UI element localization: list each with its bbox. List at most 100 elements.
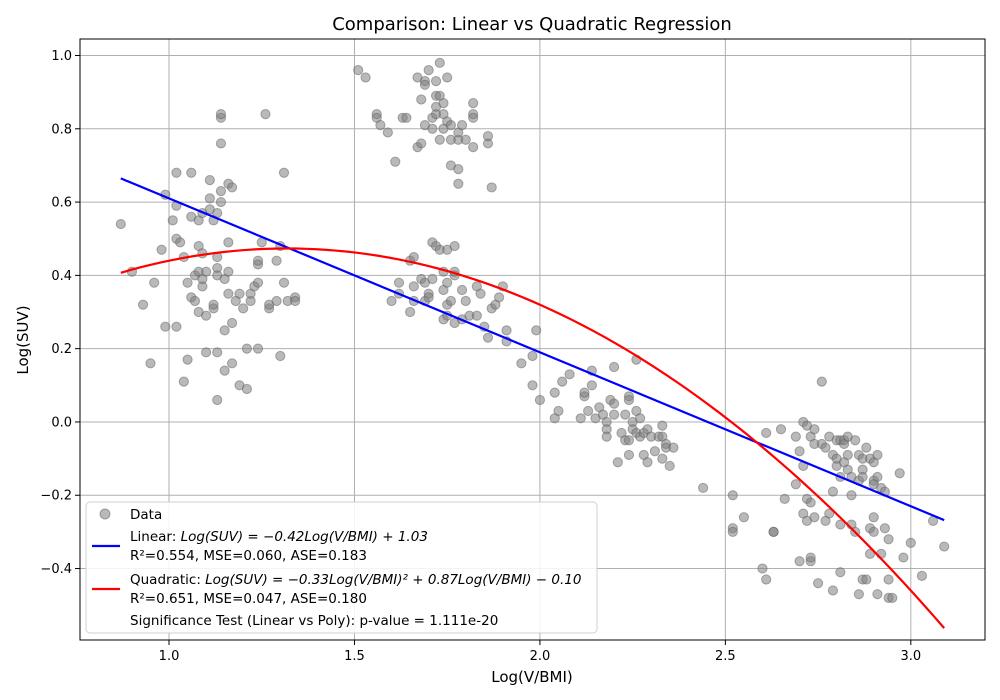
data-point: [215, 138, 227, 149]
data-point: [872, 449, 883, 461]
data-point: [527, 380, 538, 391]
data-point: [405, 306, 416, 318]
data-point: [468, 142, 479, 153]
data-point: [434, 134, 445, 145]
legend: Data Linear: Log(SUV) = −0.42Log(V/BMI) …: [85, 501, 598, 634]
data-point: [408, 251, 419, 263]
data-point: [657, 453, 668, 464]
data-point: [241, 343, 253, 354]
plot-frame: [79, 38, 986, 641]
data-point: [583, 405, 594, 417]
data-point: [698, 482, 709, 494]
legend-linear-prefix: Linear:: [130, 529, 181, 545]
data-point: [805, 497, 816, 508]
data-point: [887, 592, 898, 603]
data-point: [171, 321, 182, 332]
data-point: [905, 537, 916, 548]
data-point: [612, 457, 623, 468]
data-point: [186, 167, 197, 178]
data-point: [456, 120, 468, 131]
data-point: [790, 479, 801, 490]
data-point: [608, 361, 620, 373]
quadratic-fit-curve: [120, 247, 946, 629]
x-tick-label: 1.5: [344, 649, 365, 664]
y-tick-label: 0.8: [51, 122, 72, 137]
data-point: [861, 442, 872, 453]
fit-lines: [120, 177, 946, 629]
data-point: [575, 413, 586, 424]
data-point: [816, 376, 827, 387]
data-point: [252, 255, 264, 266]
data-point: [516, 358, 527, 369]
data-point: [226, 317, 238, 329]
linear-fit-line: [120, 177, 945, 522]
data-point: [824, 508, 835, 519]
data-point: [182, 277, 193, 288]
data-point: [850, 435, 861, 446]
data-point: [623, 394, 635, 406]
data-point: [608, 409, 620, 420]
data-point: [449, 240, 460, 252]
data-point: [482, 131, 494, 142]
data-point: [145, 358, 156, 369]
data-point: [189, 295, 201, 307]
x-axis-ticks: 1.0 1.5 2.0 2.5 3.0: [159, 640, 921, 664]
y-axis-ticks: −0.4 −0.2 0.0 0.2 0.4 0.6 0.8 1.0: [40, 49, 80, 577]
data-point: [664, 460, 675, 472]
data-point: [564, 369, 575, 380]
data-point: [423, 292, 434, 303]
data-point: [360, 72, 371, 83]
grid: [80, 39, 985, 640]
data-point: [794, 556, 805, 567]
legend-quadratic-stats: R²=0.651, MSE=0.047, ASE=0.180: [130, 591, 367, 607]
data-point: [879, 523, 890, 534]
data-point: [601, 431, 612, 442]
data-point: [868, 526, 879, 537]
data-point: [401, 112, 412, 123]
x-tick-label: 2.0: [530, 649, 551, 664]
data-point: [757, 563, 768, 574]
data-point: [527, 350, 538, 362]
data-point: [241, 383, 253, 395]
y-tick-label: 1.0: [51, 49, 72, 64]
data-point: [375, 120, 386, 131]
y-tick-label: 0.6: [51, 196, 72, 211]
data-point: [861, 574, 872, 585]
data-point: [761, 574, 772, 585]
legend-data-label: Data: [130, 507, 162, 523]
data-point: [579, 387, 590, 398]
data-point: [549, 387, 560, 398]
data-point: [820, 442, 831, 453]
data-point: [408, 281, 419, 292]
legend-linear-equation: Log(SUV) = −0.42Log(V/BMI) + 1.03: [181, 529, 428, 545]
data-point: [634, 413, 646, 424]
data-point: [727, 526, 738, 537]
data-point: [238, 303, 249, 314]
data-point: [353, 65, 364, 76]
y-tick-label: −0.2: [40, 489, 72, 504]
data-point: [768, 526, 779, 537]
data-point: [657, 420, 668, 431]
data-point: [471, 310, 482, 321]
data-point: [586, 380, 597, 391]
data-point: [442, 72, 453, 83]
data-point: [853, 589, 864, 600]
data-point: [738, 512, 750, 523]
data-point: [623, 449, 635, 461]
data-point: [182, 354, 193, 365]
data-point: [271, 255, 282, 266]
data-point: [501, 325, 512, 336]
data-point: [390, 156, 401, 167]
data-point: [438, 98, 449, 109]
data-point: [608, 398, 620, 409]
data-point: [178, 376, 189, 387]
data-point: [212, 394, 223, 406]
data-point: [894, 468, 905, 479]
data-point: [460, 295, 471, 307]
x-axis-label: Log(V/BMI): [491, 668, 572, 686]
x-tick-label: 3.0: [900, 649, 921, 664]
data-point: [557, 376, 568, 387]
data-point: [149, 277, 160, 288]
data-point: [252, 277, 264, 288]
